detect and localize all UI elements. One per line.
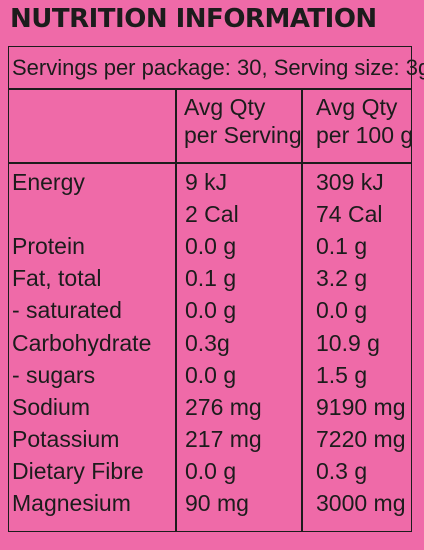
divider-col-1 — [175, 88, 177, 532]
row-per-100g: 9190 mg — [316, 393, 406, 420]
row-per-100g: 0.3 g — [316, 457, 368, 484]
nutrition-table — [8, 46, 412, 532]
row-per-serving: 2 Cal — [185, 201, 239, 228]
row-label: Fat, total — [12, 265, 102, 292]
row-per-100g: 1.5 g — [316, 361, 368, 388]
divider-header — [8, 162, 412, 164]
row-per-serving: 276 mg — [185, 393, 262, 420]
panel-title: NUTRITION INFORMATION — [10, 4, 377, 34]
row-per-100g: 0.0 g — [316, 297, 368, 324]
serving-info: Servings per package: 30, Serving size: … — [12, 55, 424, 80]
row-per-serving: 0.1 g — [185, 265, 237, 292]
col-header-per-serving-line2: per Serving — [184, 122, 302, 148]
row-label: Sodium — [12, 393, 90, 420]
row-label: Energy — [12, 169, 85, 195]
row-per-serving: 0.0 g — [185, 361, 237, 388]
row-label: Protein — [12, 233, 85, 260]
row-label: Dietary Fibre — [12, 457, 144, 484]
col-header-per-serving-line1: Avg Qty — [184, 94, 266, 120]
row-per-100g: 74 Cal — [316, 201, 383, 228]
col-header-per-100g-line2: per 100 g — [316, 122, 414, 148]
row-per-100g: 10.9 g — [316, 329, 380, 356]
row-per-serving: 217 mg — [185, 425, 262, 452]
col-header-per-100g-line1: Avg Qty — [316, 94, 398, 120]
row-label: - sugars — [12, 361, 96, 388]
row-label: Carbohydrate — [12, 329, 152, 356]
row-per-serving: 0.0 g — [185, 457, 237, 484]
row-per-100g: 7220 mg — [316, 425, 406, 452]
row-label: - saturated — [12, 297, 122, 324]
row-label: Potassium — [12, 425, 120, 452]
row-label: Magnesium — [12, 490, 131, 516]
row-per-serving: 90 mg — [185, 490, 249, 516]
row-per-serving: 0.0 g — [185, 297, 237, 324]
divider-serving — [8, 88, 412, 90]
row-per-100g: 309 kJ — [316, 169, 384, 195]
row-per-100g: 3.2 g — [316, 265, 368, 292]
row-per-serving: 0.0 g — [185, 233, 237, 260]
row-per-100g: 0.1 g — [316, 233, 368, 260]
row-per-serving: 0.3g — [185, 329, 230, 356]
row-per-100g: 3000 mg — [316, 490, 406, 516]
row-per-serving: 9 kJ — [185, 169, 228, 195]
divider-col-2 — [301, 88, 303, 532]
